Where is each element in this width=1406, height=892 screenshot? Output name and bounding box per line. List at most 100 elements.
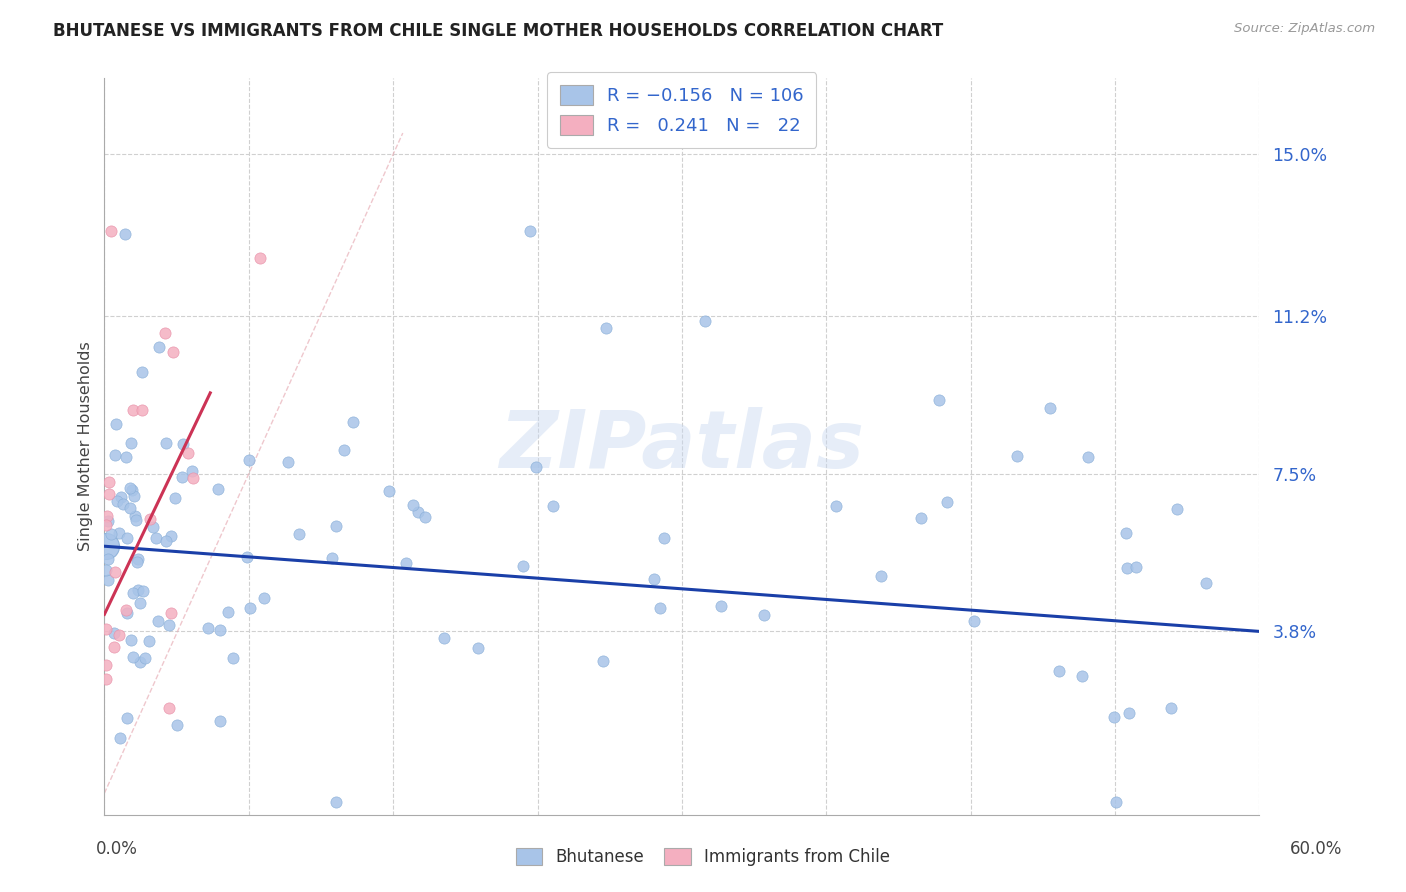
- Point: [124, 508, 146, 523]
- Point: [253, 591, 276, 605]
- Point: [752, 608, 775, 623]
- Point: [115, 606, 138, 620]
- Point: [96, 517, 118, 532]
- Point: [131, 583, 153, 598]
- Point: [122, 585, 145, 599]
- Point: [146, 614, 169, 628]
- Point: [1005, 450, 1028, 464]
- Point: [131, 365, 153, 379]
- Point: [121, 403, 143, 417]
- Text: Source: ZipAtlas.com: Source: ZipAtlas.com: [1234, 22, 1375, 36]
- Point: [96, 539, 118, 553]
- Point: [155, 534, 177, 549]
- Point: [172, 437, 194, 451]
- Legend: R = −0.156   N = 106, R =   0.241   N =   22: R = −0.156 N = 106, R = 0.241 N = 22: [547, 72, 817, 148]
- Point: [1195, 575, 1218, 590]
- Point: [134, 651, 156, 665]
- Point: [157, 617, 180, 632]
- Point: [643, 572, 665, 586]
- Point: [127, 552, 149, 566]
- Point: [648, 601, 671, 615]
- Point: [197, 621, 219, 635]
- Point: [172, 470, 194, 484]
- Point: [138, 634, 160, 648]
- Point: [131, 403, 153, 417]
- Point: [139, 512, 162, 526]
- Point: [117, 711, 139, 725]
- Point: [118, 481, 141, 495]
- Point: [325, 519, 347, 533]
- Point: [1166, 502, 1188, 516]
- Point: [236, 549, 259, 564]
- Point: [166, 718, 188, 732]
- Point: [217, 606, 239, 620]
- Point: [1047, 664, 1070, 678]
- Point: [104, 566, 127, 580]
- Point: [910, 511, 932, 525]
- Point: [120, 500, 142, 515]
- Point: [1105, 795, 1128, 809]
- Point: [433, 631, 456, 645]
- Point: [127, 582, 149, 597]
- Point: [160, 529, 183, 543]
- Point: [208, 624, 231, 638]
- Point: [592, 654, 614, 668]
- Point: [332, 443, 354, 458]
- Text: 0.0%: 0.0%: [96, 840, 138, 858]
- Point: [693, 314, 716, 328]
- Point: [238, 453, 260, 467]
- Point: [111, 497, 134, 511]
- Point: [100, 527, 122, 541]
- Point: [104, 417, 127, 431]
- Text: ZIPatlas: ZIPatlas: [499, 407, 865, 485]
- Point: [595, 321, 617, 335]
- Point: [928, 393, 950, 408]
- Point: [342, 415, 364, 429]
- Point: [325, 795, 347, 809]
- Point: [1104, 710, 1126, 724]
- Point: [1039, 401, 1062, 415]
- Point: [115, 450, 138, 464]
- Point: [936, 495, 959, 509]
- Point: [120, 633, 142, 648]
- Point: [1077, 450, 1099, 465]
- Point: [142, 520, 165, 534]
- Point: [155, 326, 177, 341]
- Point: [97, 552, 120, 566]
- Point: [97, 574, 120, 588]
- Point: [413, 510, 436, 524]
- Point: [129, 596, 152, 610]
- Point: [104, 449, 127, 463]
- Point: [155, 436, 177, 450]
- Point: [395, 556, 418, 570]
- Point: [96, 622, 118, 636]
- Point: [1071, 668, 1094, 682]
- Point: [162, 345, 184, 359]
- Point: [962, 614, 984, 628]
- Point: [124, 513, 146, 527]
- Y-axis label: Single Mother Households: Single Mother Households: [79, 342, 93, 551]
- Point: [96, 563, 118, 577]
- Point: [160, 606, 183, 620]
- Point: [222, 651, 245, 665]
- Text: BHUTANESE VS IMMIGRANTS FROM CHILE SINGLE MOTHER HOUSEHOLDS CORRELATION CHART: BHUTANESE VS IMMIGRANTS FROM CHILE SINGL…: [53, 22, 943, 40]
- Point: [1125, 560, 1147, 574]
- Point: [321, 551, 343, 566]
- Point: [105, 494, 128, 508]
- Point: [97, 514, 120, 528]
- Point: [103, 625, 125, 640]
- Point: [1160, 701, 1182, 715]
- Point: [125, 555, 148, 569]
- Point: [207, 482, 229, 496]
- Point: [121, 483, 143, 497]
- Point: [870, 569, 893, 583]
- Point: [108, 731, 131, 746]
- Point: [209, 714, 232, 728]
- Point: [541, 500, 564, 514]
- Point: [709, 599, 731, 613]
- Point: [114, 603, 136, 617]
- Point: [288, 526, 311, 541]
- Legend: Bhutanese, Immigrants from Chile: Bhutanese, Immigrants from Chile: [509, 841, 897, 873]
- Point: [512, 558, 534, 573]
- Point: [467, 641, 489, 656]
